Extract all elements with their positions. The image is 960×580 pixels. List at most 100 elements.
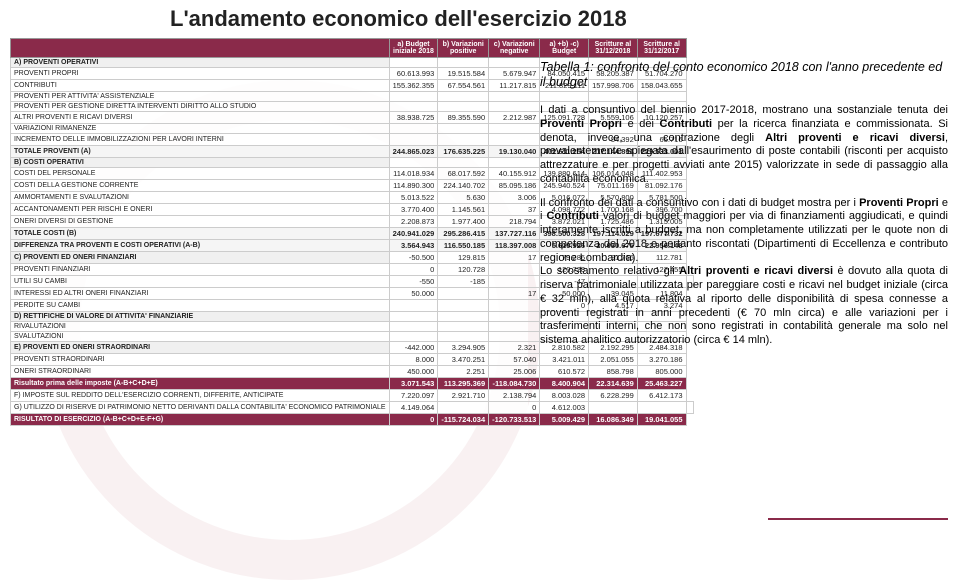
cell — [438, 58, 489, 68]
cell: 8.000 — [389, 354, 438, 366]
col-header — [11, 39, 390, 58]
cell: 224.140.702 — [438, 180, 489, 192]
cell — [637, 402, 686, 414]
cell: 2.208.873 — [389, 216, 438, 228]
cell: 137.727.116 — [489, 228, 540, 240]
cell: 89.355.590 — [438, 112, 489, 124]
cell: 2.138.794 — [489, 390, 540, 402]
cell: 19.515.584 — [438, 68, 489, 80]
cell — [389, 92, 438, 102]
cell — [389, 158, 438, 168]
cell: 60.613.993 — [389, 68, 438, 80]
row-label: F) IMPOSTE SUL REDDITO DELL'ESERCIZIO CO… — [11, 390, 390, 402]
row-label: C) PROVENTI ED ONERI FINANZIARI — [11, 252, 390, 264]
paragraph-2: Il confronto dei dati a consuntivo con i… — [540, 197, 948, 348]
row-label: PROVENTI PER ATTIVITA' ASSISTENZIALE — [11, 92, 390, 102]
cell: 0 — [389, 264, 438, 276]
row-label: ONERI DIVERSI DI GESTIONE — [11, 216, 390, 228]
cell — [489, 158, 540, 168]
cell — [489, 322, 540, 332]
cell: 610.572 — [540, 366, 589, 378]
col-header: a) +b) -c) Budget — [540, 39, 589, 58]
cell: 8.400.904 — [540, 378, 589, 390]
footer-accent-line — [768, 518, 948, 520]
cell — [489, 300, 540, 312]
table-row: F) IMPOSTE SUL REDDITO DELL'ESERCIZIO CO… — [11, 390, 694, 402]
row-label: PERDITE SU CAMBI — [11, 300, 390, 312]
cell: 57.040 — [489, 354, 540, 366]
cell — [438, 402, 489, 414]
cell: -115.724.034 — [438, 414, 489, 426]
cell: 2.251 — [438, 366, 489, 378]
cell — [489, 92, 540, 102]
cell: 11.217.815 — [489, 80, 540, 92]
row-label: SVALUTAZIONI — [11, 332, 390, 342]
cell — [438, 288, 489, 300]
cell: 2.321 — [489, 342, 540, 354]
cell — [438, 158, 489, 168]
row-label: PROVENTI PROPRI — [11, 68, 390, 80]
cell: 114.890.300 — [389, 180, 438, 192]
cell: 1.977.400 — [438, 216, 489, 228]
cell — [438, 102, 489, 112]
row-label: E) PROVENTI ED ONERI STRAORDINARI — [11, 342, 390, 354]
cell: 240.941.029 — [389, 228, 438, 240]
cell: 450.000 — [389, 366, 438, 378]
cell — [589, 402, 638, 414]
paragraph-1: I dati a consuntivo del biennio 2017-201… — [540, 104, 948, 187]
cell: 38.938.725 — [389, 112, 438, 124]
row-label: COSTI DELLA GESTIONE CORRENTE — [11, 180, 390, 192]
row-label: A) PROVENTI OPERATIVI — [11, 58, 390, 68]
cell: 129.815 — [438, 252, 489, 264]
cell: 5.013.522 — [389, 192, 438, 204]
cell: 6.228.299 — [589, 390, 638, 402]
cell: 3.071.543 — [389, 378, 438, 390]
col-header: a) Budget iniziale 2018 — [389, 39, 438, 58]
cell: 5.009.429 — [540, 414, 589, 426]
cell: 176.635.225 — [438, 146, 489, 158]
row-label: TOTALE PROVENTI (A) — [11, 146, 390, 158]
cell: 17 — [489, 288, 540, 300]
cell: 114.018.934 — [389, 168, 438, 180]
row-label: PROVENTI FINANZIARI — [11, 264, 390, 276]
row-label: Risultato prima delle imposte (A-B+C+D+E… — [11, 378, 390, 390]
cell: 244.865.023 — [389, 146, 438, 158]
right-column: Tabella 1: confronto del conto economico… — [540, 60, 948, 358]
cell: 155.362.355 — [389, 80, 438, 92]
cell: 85.095.186 — [489, 180, 540, 192]
cell: 19.130.040 — [489, 146, 540, 158]
cell — [686, 402, 693, 414]
cell — [389, 332, 438, 342]
cell: 19.041.055 — [637, 414, 686, 426]
cell: 5.630 — [438, 192, 489, 204]
cell: 25.006 — [489, 366, 540, 378]
col-header: b) Variazioni positive — [438, 39, 489, 58]
table-row: G) UTILIZZO DI RISERVE DI PATRIMONIO NET… — [11, 402, 694, 414]
cell — [438, 332, 489, 342]
row-label: RIVALUTAZIONI — [11, 322, 390, 332]
cell: -120.733.513 — [489, 414, 540, 426]
cell: 50.000 — [389, 288, 438, 300]
cell: 118.397.008 — [489, 240, 540, 252]
cell — [438, 322, 489, 332]
cell — [389, 134, 438, 146]
row-label: UTILI SU CAMBI — [11, 276, 390, 288]
cell: 68.017.592 — [438, 168, 489, 180]
cell: 8.003.028 — [540, 390, 589, 402]
cell — [438, 312, 489, 322]
row-label: B) COSTI OPERATIVI — [11, 158, 390, 168]
cell: 2.212.987 — [489, 112, 540, 124]
cell — [389, 312, 438, 322]
cell: 22.314.639 — [589, 378, 638, 390]
col-header: c) Variazioni negative — [489, 39, 540, 58]
cell: 25.463.227 — [637, 378, 686, 390]
cell: 7.220.097 — [389, 390, 438, 402]
cell: 0 — [489, 402, 540, 414]
row-label: VARIAZIONI RIMANENZE — [11, 124, 390, 134]
cell: 3.006 — [489, 192, 540, 204]
cell: 4.612.003 — [540, 402, 589, 414]
row-label: ACCANTONAMENTI PER RISCHI E ONERI — [11, 204, 390, 216]
table-row: RISULTATO DI ESERCIZIO (A-B+C+D+E-F+G)0-… — [11, 414, 694, 426]
cell: 120.728 — [438, 264, 489, 276]
row-label: G) UTILIZZO DI RISERVE DI PATRIMONIO NET… — [11, 402, 390, 414]
